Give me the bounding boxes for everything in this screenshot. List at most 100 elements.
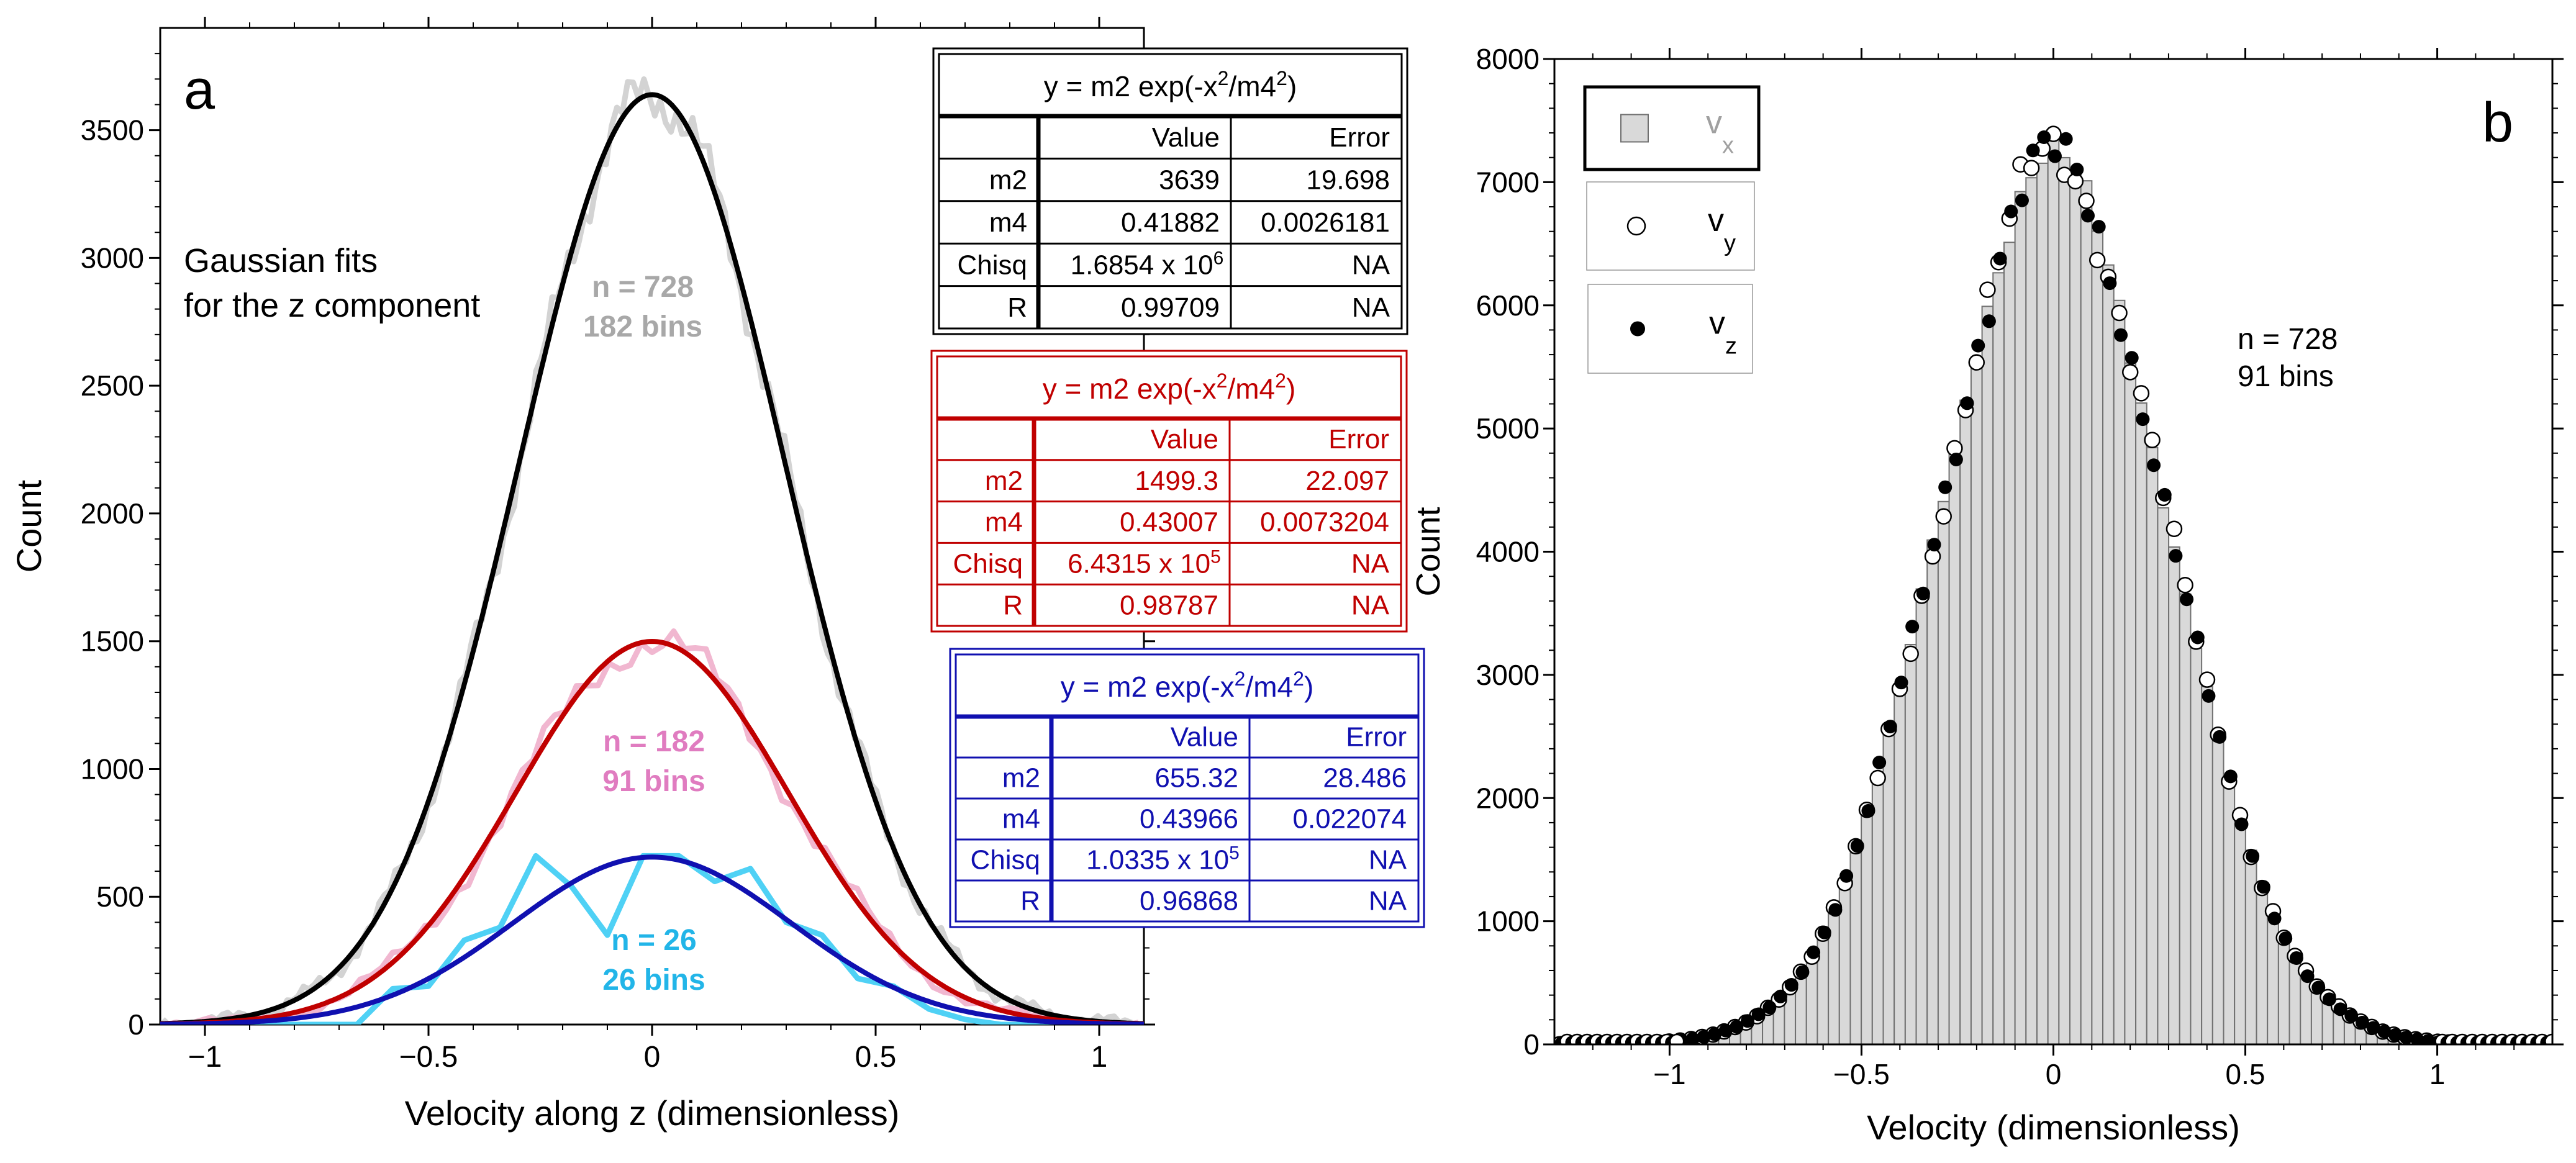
histogram-bar-vx	[2190, 647, 2203, 1044]
marker-vy	[1968, 354, 1985, 371]
marker-vy	[2121, 364, 2139, 381]
fit-table-param-name: R	[1020, 886, 1040, 916]
histogram-bar-vx	[2080, 180, 2093, 1044]
fit-table-chisq-value: 1.0335 x 105	[1086, 843, 1240, 876]
fit-table-param-value: 0.43966	[1140, 804, 1238, 835]
histogram-bar-vx	[2244, 849, 2257, 1044]
marker-vz	[2213, 730, 2227, 744]
fit-line-fit-n-26	[160, 854, 1144, 1025]
legend-label-sub: x	[1722, 133, 1734, 159]
fit-table-param-value: 3639	[1159, 165, 1220, 196]
marker-vy	[1869, 769, 1886, 787]
marker-vz	[2366, 1021, 2380, 1035]
legend-box	[1583, 85, 1761, 171]
title-part: y = m2 exp(-x	[1043, 373, 1217, 405]
fit-table-param-name: Chisq	[958, 250, 1028, 280]
marker-vz	[2388, 1028, 2402, 1042]
marker-vz	[1784, 978, 1798, 992]
fit-table-param-error: 0.0073204	[1260, 507, 1389, 538]
marker-vz	[2125, 351, 2139, 365]
fit-table-param-error: NA	[1352, 250, 1390, 280]
fit-table-param-value: 0.43007	[1120, 507, 1218, 538]
fit-table-param-name: m4	[985, 507, 1023, 538]
fit-table-header-error: Error	[1346, 722, 1407, 753]
title-superscript: 2	[1218, 67, 1229, 89]
legend-swatch-filled-circle	[1630, 321, 1645, 337]
fit-line-fit-n-182	[160, 638, 1144, 1025]
marker-vz	[2355, 1015, 2369, 1030]
marker-vz	[2004, 204, 2018, 219]
chisq-mantissa: 6.4315 x 10	[1068, 548, 1210, 579]
title-part: /m4	[1227, 373, 1275, 405]
x-axis-title: Velocity (dimensionless)	[1867, 1108, 2240, 1147]
marker-vz	[1850, 839, 1864, 853]
marker-vy	[2144, 432, 2161, 448]
histogram-bar-vx	[2135, 402, 2147, 1044]
legend-label-main: v	[1706, 105, 1722, 141]
series-label-n: n = 182	[603, 725, 705, 758]
fit-table-chisq-value: 6.4315 x 105	[1068, 546, 1221, 579]
fit-table-param-name: m4	[1002, 804, 1040, 835]
x-tick-label: 0	[2046, 1058, 2062, 1090]
y-tick-label: 8000	[1476, 43, 1540, 75]
marker-vy	[2078, 192, 2095, 209]
fit-table-param-name: m2	[985, 466, 1023, 496]
fit-table-param-value: 0.99709	[1121, 292, 1220, 323]
y-tick-label: 2000	[1476, 782, 1540, 814]
panel-a: −1 −0.5 0 0.5 1 0 500 1000 1500 2000 2500 3000 3500 V…	[9, 17, 1425, 1133]
histogram-bar-vx	[1904, 643, 1917, 1044]
marker-vz	[2157, 487, 2172, 502]
histogram-bar-vx	[2277, 934, 2290, 1044]
panel-b-plot	[1554, 125, 2552, 1044]
histogram-bar-vx	[1871, 779, 1884, 1044]
y-tick-label: 1000	[81, 753, 144, 785]
fit-table-param-name: m2	[989, 165, 1027, 196]
marker-vz	[2081, 209, 2095, 223]
marker-vy	[2166, 520, 2183, 537]
legend-label-sub: y	[1724, 230, 1736, 256]
fit-table-param-error: NA	[1352, 292, 1390, 323]
panel-b: −1 −0.5 0 0.5 1 0 1000 2000 3000 4000 5000 6000 7000…	[1410, 43, 2564, 1147]
x-tick-label: −1	[1653, 1058, 1685, 1090]
x-tick-label: −1	[188, 1041, 222, 1074]
marker-vz	[2147, 458, 2161, 473]
legend-item-x: vx	[1583, 85, 1761, 171]
marker-vz	[2048, 149, 2062, 163]
fit-table-param-value: 655.32	[1154, 763, 1238, 794]
title-superscript: 2	[1276, 67, 1287, 89]
panel-a-label: a	[184, 59, 215, 121]
marker-vy	[1935, 508, 1952, 525]
marker-vz	[1883, 720, 1897, 734]
data-line-n-26	[178, 853, 1073, 1025]
marker-vz	[1949, 452, 1963, 466]
marker-vz	[2246, 849, 2260, 863]
histogram-bar-vx	[2036, 162, 2049, 1044]
histogram-bar-vx	[2113, 299, 2126, 1044]
y-tick-label: 1500	[81, 625, 144, 658]
histogram-bar-vx	[2058, 156, 2071, 1044]
marker-vz	[1774, 989, 1788, 1003]
fit-table-header-value: Value	[1151, 424, 1218, 455]
y-tick-label: 4000	[1476, 536, 1540, 568]
marker-vz	[1971, 338, 1985, 353]
legend-box	[1586, 181, 1755, 271]
fit-table-param-name: R	[1007, 292, 1027, 323]
x-tick-label: −0.5	[399, 1041, 458, 1074]
fit-table-param-error: 0.022074	[1292, 804, 1407, 835]
fit-table-header-error: Error	[1329, 122, 1390, 153]
legend-item-y: vy	[1586, 181, 1755, 271]
marker-vz	[1762, 1000, 1777, 1015]
legend-label: vy	[1708, 202, 1736, 256]
y-tick-label: 7000	[1476, 166, 1540, 198]
histogram-bar-vx	[1948, 442, 1961, 1044]
y-tick-label: 3000	[81, 242, 144, 274]
histogram-bar-vx	[2201, 686, 2213, 1044]
marker-vz	[1938, 480, 1952, 494]
chisq-exponent: 5	[1229, 843, 1240, 863]
title-part: y = m2 exp(-x	[1044, 70, 1218, 102]
marker-vz	[2300, 969, 2315, 984]
marker-vz	[2070, 162, 2084, 176]
fit-table-param-error: 19.698	[1306, 165, 1390, 196]
marker-vy	[2023, 160, 2040, 176]
